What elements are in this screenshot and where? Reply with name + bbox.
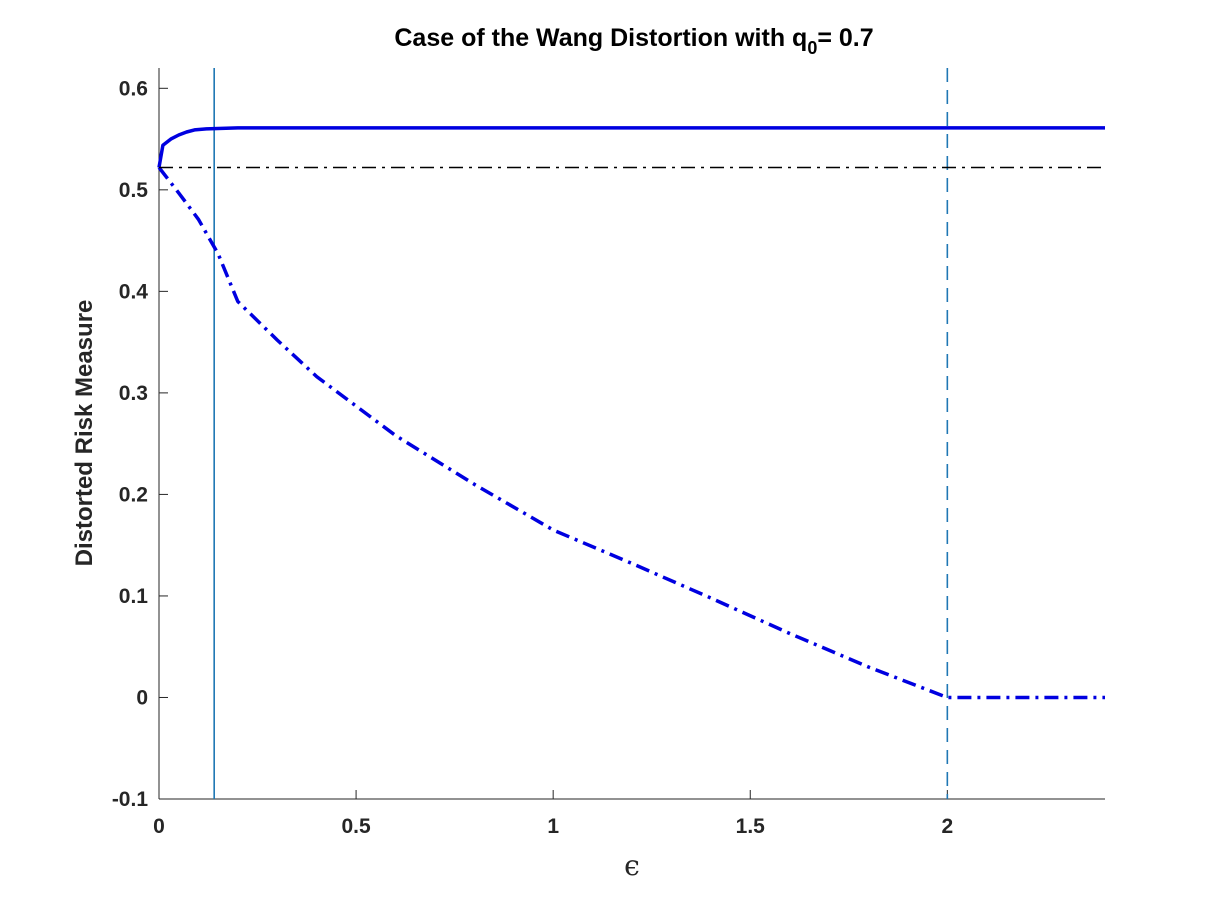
plot-area: 0 0.5 1 1.5 2-0.100.10.20.30.40.50.6	[112, 68, 1105, 838]
x-tick-label: 1.5	[736, 815, 766, 838]
x-tick-label: 1	[547, 815, 559, 838]
y-tick-label: 0.3	[119, 382, 148, 405]
x-tick-label: 0.5	[341, 815, 371, 838]
chart-title-suffix: = 0.7	[817, 24, 873, 52]
y-tick-label: -0.1	[112, 788, 149, 811]
series-line	[157, 166, 1105, 700]
y-tick-label: 0.6	[119, 77, 148, 100]
y-tick-label: 0.5	[119, 179, 149, 202]
series-line	[157, 126, 1105, 168]
y-tick-label: 0.4	[119, 280, 149, 303]
x-tick-label: 0	[153, 815, 165, 838]
chart-title: Case of the Wang Distortion with q0= 0.7	[394, 24, 873, 58]
chart-title-subscript: 0	[807, 38, 817, 58]
y-tick-label: 0	[136, 686, 148, 709]
y-tick-label: 0.1	[119, 585, 149, 608]
x-axis-label: ϵ	[624, 849, 640, 882]
x-tick-label: 2	[941, 815, 953, 838]
y-axis-label: Distorted Risk Measure	[71, 300, 98, 567]
chart-title-prefix: Case of the Wang Distortion with q	[394, 24, 807, 52]
y-tick-label: 0.2	[119, 483, 148, 506]
